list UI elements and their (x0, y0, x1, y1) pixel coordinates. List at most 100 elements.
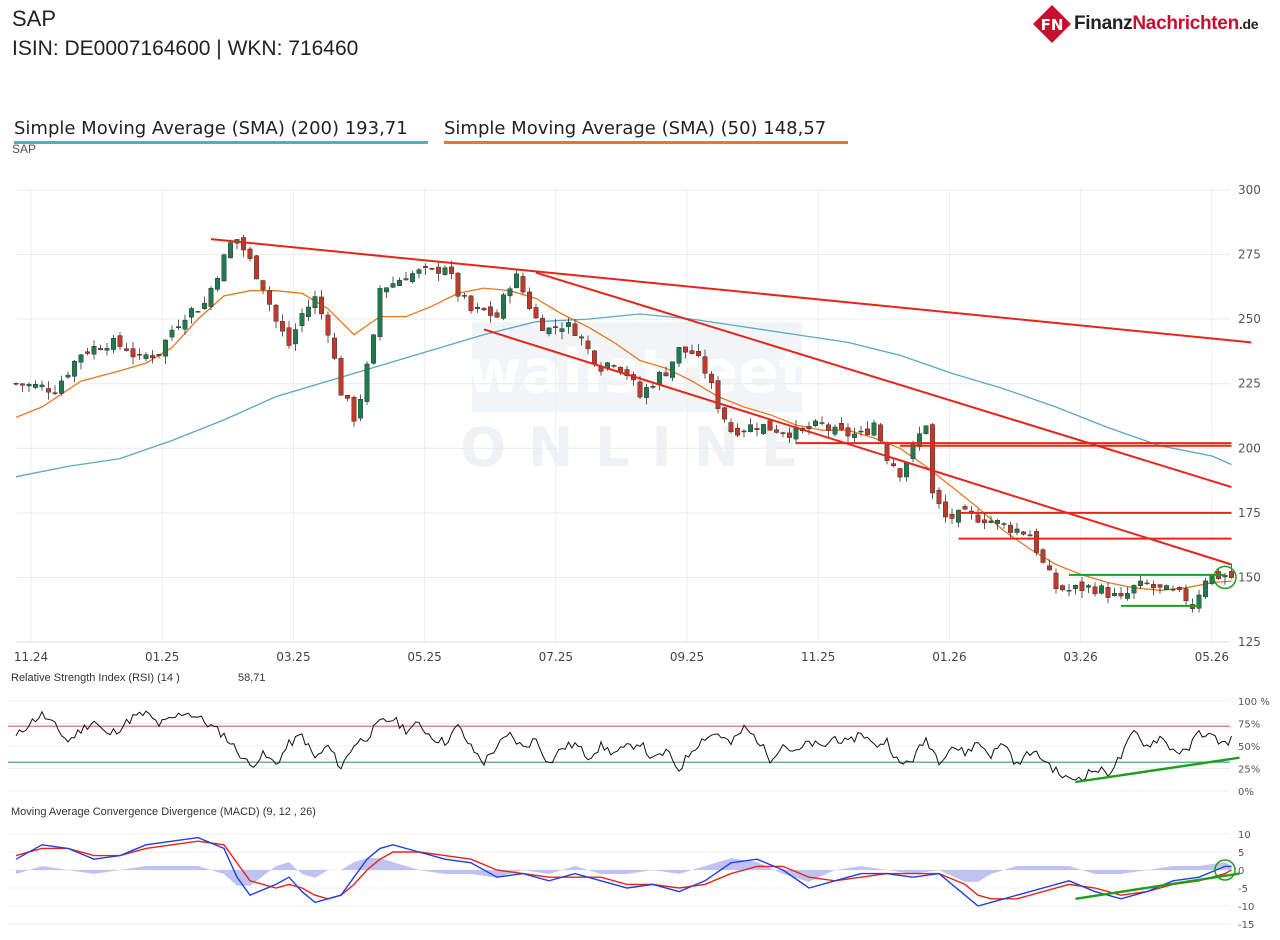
macd-divergence-line (1075, 872, 1240, 900)
candle-body (748, 424, 753, 432)
candle-body (130, 348, 136, 358)
candle-body (78, 354, 84, 363)
price-x-axis: 11.24 01.25 03.25 05.25 07.25 09.25 11.25 01.26… (14, 650, 1229, 664)
candle-body (390, 283, 396, 288)
candle-body (247, 248, 253, 259)
candle-body (709, 373, 714, 384)
candle-body (241, 237, 246, 251)
candle-body (26, 384, 32, 387)
candle-body (1040, 549, 1046, 563)
candle-body (1164, 585, 1169, 591)
candle-body (761, 424, 766, 434)
candle-body (722, 407, 727, 420)
candle-body (592, 350, 597, 365)
candle-body (1183, 588, 1189, 602)
signal-line (15, 840, 1232, 900)
candle-body (995, 519, 1000, 524)
candle-body (455, 272, 461, 297)
candle-body (800, 428, 805, 431)
candle-body (449, 266, 454, 274)
candle-body (208, 288, 214, 307)
candle-body (956, 509, 961, 523)
price-highlight-circle (1213, 565, 1237, 590)
candle-body (878, 424, 883, 442)
candle-body (611, 365, 617, 367)
trendlines (210, 238, 1252, 566)
candle-body (845, 427, 851, 437)
candle-body (46, 388, 51, 393)
candle-body (221, 254, 227, 282)
candle-body (117, 335, 123, 347)
candle-body (1170, 588, 1176, 591)
candle-body (618, 367, 623, 373)
candle-body (514, 273, 519, 289)
rsi-value: 58,71 (238, 672, 266, 684)
rsi-tick-label: 50% (1238, 742, 1260, 753)
x-tick-label: 05.26 (1195, 650, 1229, 664)
candle-body (306, 306, 311, 317)
candle-body (605, 362, 610, 369)
candle-body (1209, 574, 1215, 584)
legend-sma200[interactable]: Simple Moving Average (SMA) (200) 193,71 (14, 118, 428, 144)
rsi-tick-label: 25% (1238, 765, 1260, 776)
candle-body (735, 427, 740, 436)
candle-body (774, 429, 779, 433)
candle-body (371, 334, 376, 364)
series-label: SAP (12, 142, 37, 156)
candle-body (1131, 584, 1137, 594)
x-tick-label: 11.25 (801, 650, 835, 664)
candle-body (813, 420, 818, 427)
candle-body (481, 307, 487, 311)
candle-body (910, 443, 916, 459)
macd-title: Moving Average Convergence Divergence (M… (11, 806, 316, 818)
candle-body (917, 433, 922, 447)
candle-body (527, 291, 532, 309)
watermark-line2: ONLINE (460, 416, 820, 479)
candle-body (507, 288, 513, 297)
finanznachrichten-logo[interactable]: FN FinanzNachrichten.de (1032, 2, 1280, 46)
macd-tick-label: -5 (1238, 884, 1248, 895)
candle-body (1222, 574, 1228, 578)
candle-body (410, 273, 415, 282)
candle-body (936, 489, 942, 504)
price-tick-label: 125 (1238, 635, 1261, 649)
candle-body (234, 239, 240, 244)
legend-sma50[interactable]: Simple Moving Average (SMA) (50) 148,57 (444, 118, 848, 144)
candle-body (559, 328, 565, 332)
candle-body (871, 422, 877, 436)
sma50-line (15, 287, 1232, 591)
candle-body (975, 514, 981, 523)
candle-body (1014, 528, 1020, 533)
candle-body (215, 278, 220, 290)
candle-body (65, 374, 71, 378)
candle-body (468, 295, 474, 311)
candle-body (689, 350, 695, 354)
candle-body (988, 520, 994, 523)
candle-body (39, 384, 45, 388)
candle-body (1034, 531, 1039, 553)
candle-body (715, 380, 721, 409)
watermark-line1: wallstreet (466, 337, 807, 407)
candle-body (657, 372, 662, 385)
candle-body (1105, 587, 1111, 598)
price-tick-label: 225 (1238, 377, 1261, 391)
candle-body (85, 351, 90, 354)
candle-body (137, 353, 142, 356)
candle-body (1079, 581, 1085, 591)
candle-body (429, 268, 435, 270)
candlesticks (13, 234, 1234, 613)
x-tick-label: 01.25 (145, 650, 179, 664)
candle-body (267, 290, 272, 305)
candle-body (865, 428, 870, 436)
candle-body (475, 306, 480, 309)
candle-body (754, 428, 760, 430)
candle-body (1099, 585, 1104, 594)
candle-body (351, 397, 357, 422)
trendline (210, 238, 1252, 344)
candle-body (806, 426, 812, 430)
candle-body (312, 296, 318, 309)
candle-body (228, 242, 233, 259)
candle-body (923, 425, 929, 434)
watermark: wallstreet ONLINE (460, 322, 820, 479)
price-tick-label: 175 (1238, 506, 1261, 520)
